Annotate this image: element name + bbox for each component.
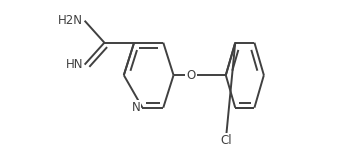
Text: Cl: Cl: [220, 134, 231, 147]
Text: N: N: [131, 101, 140, 114]
Text: H2N: H2N: [58, 14, 83, 27]
Text: HN: HN: [66, 58, 83, 71]
Text: O: O: [186, 69, 196, 82]
